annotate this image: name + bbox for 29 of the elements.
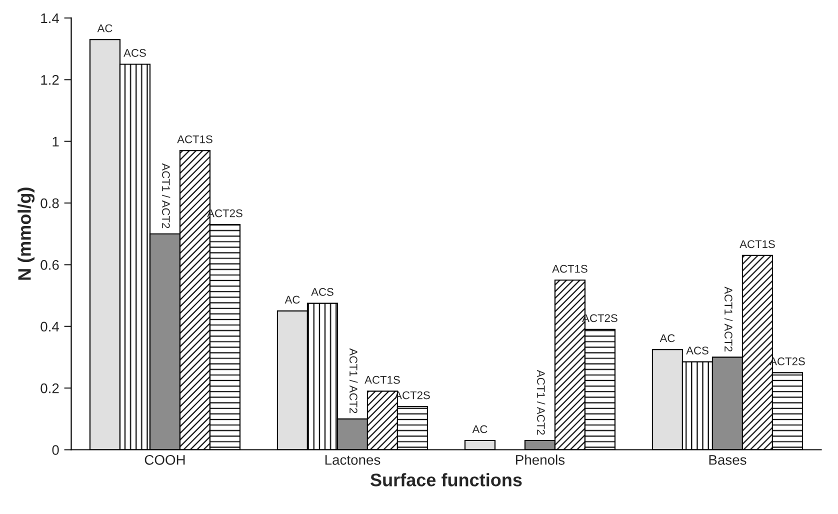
x-axis-title: Surface functions (370, 473, 522, 486)
y-tick-label: 0.8 (40, 198, 59, 208)
text: ACT1S (740, 240, 775, 248)
series-label: ACS (124, 49, 146, 57)
text: ACS (311, 288, 334, 296)
text: ACT1 / ACT2 (350, 348, 358, 414)
text: AC (97, 24, 112, 32)
series-label: AC (284, 296, 300, 304)
x-tick-label: Lactones (325, 455, 380, 465)
text: ACT1S (177, 135, 212, 144)
x-tick-label: Phenols (516, 454, 565, 465)
y-tick-label: 0.2 (40, 383, 59, 394)
text: AC (472, 425, 488, 434)
y-tick-label: 0.4 (40, 322, 60, 332)
y-tick-label: 1.2 (41, 75, 59, 85)
text: ACS (686, 346, 708, 354)
y-axis-title: N (mmol/g) (18, 188, 35, 280)
y-tick-label: 0.6 (40, 260, 59, 270)
y-tick-label: 1 (52, 136, 59, 146)
text: ACT1 / ACT2 (162, 163, 170, 228)
y-tick-label: 1.4 (41, 13, 60, 24)
text: ACT1S (364, 376, 400, 384)
x-tick-label: COOH (144, 454, 185, 465)
text: AC (660, 334, 675, 342)
y-tick-label: 0 (52, 445, 59, 455)
text: ACT1 / ACT2 (537, 370, 546, 435)
text: ACT1 / ACT2 (724, 286, 733, 352)
series-label: ACT1S (552, 264, 588, 273)
x-tick-label: Bases (709, 455, 746, 465)
